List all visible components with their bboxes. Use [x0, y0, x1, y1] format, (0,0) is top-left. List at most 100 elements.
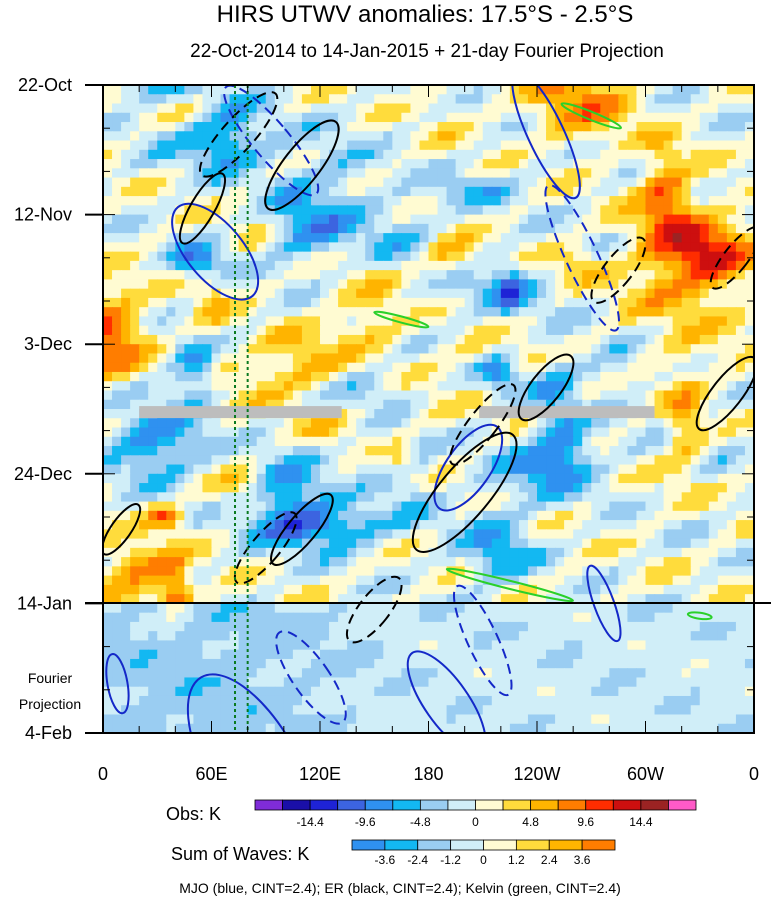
field-cell — [491, 103, 502, 114]
field-cell — [726, 649, 737, 660]
field-cell — [555, 501, 565, 512]
field-cell — [735, 223, 746, 234]
field-cell — [247, 270, 258, 280]
field-cell — [184, 510, 195, 521]
field-cell — [139, 705, 149, 716]
field-cell — [546, 557, 556, 567]
field-cell — [130, 409, 140, 419]
field-cell — [121, 242, 131, 253]
field-cell — [193, 112, 204, 123]
field-cell — [482, 399, 493, 410]
field-cell — [202, 649, 213, 660]
field-cell — [103, 621, 113, 632]
field-cell — [708, 122, 719, 132]
field-cell — [365, 427, 375, 438]
field-cell — [464, 242, 475, 253]
field-cell — [717, 455, 728, 466]
field-cell — [329, 381, 339, 392]
field-cell — [202, 186, 213, 197]
field-cell — [193, 492, 204, 503]
field-cell — [292, 103, 303, 114]
field-cell — [690, 409, 701, 419]
field-cell — [157, 705, 167, 716]
field-cell — [428, 631, 439, 642]
field-cell — [473, 584, 484, 595]
field-cell — [320, 418, 330, 429]
field-cell — [184, 547, 195, 558]
field-cell — [654, 399, 665, 410]
field-cell — [310, 557, 321, 567]
field-cell — [500, 446, 511, 456]
field-cell — [184, 390, 195, 401]
field-cell — [383, 390, 393, 401]
field-cell — [428, 186, 439, 197]
field-cell — [338, 492, 348, 503]
field-cell — [428, 140, 439, 151]
field-cell — [175, 658, 185, 669]
field-cell — [654, 510, 665, 521]
field-cell — [518, 381, 529, 392]
field-cell — [726, 353, 737, 364]
field-cell — [365, 140, 375, 151]
field-cell — [238, 270, 249, 280]
field-cell — [428, 242, 439, 253]
field-cell — [609, 85, 619, 95]
field-cell — [283, 603, 294, 614]
field-cell — [672, 279, 683, 290]
field-cell — [717, 640, 728, 651]
field-cell — [428, 112, 439, 123]
field-cell — [310, 177, 321, 188]
field-cell — [329, 223, 339, 234]
field-cell — [654, 390, 665, 401]
field-cell — [401, 501, 412, 512]
field-cell — [681, 520, 692, 530]
field-cell — [112, 529, 122, 540]
field-cell — [446, 483, 457, 493]
field-cell — [283, 168, 294, 179]
field-cell — [184, 214, 195, 225]
field-cell — [681, 112, 692, 123]
field-cell — [238, 381, 249, 392]
field-cell — [139, 103, 149, 114]
field-cell — [582, 353, 592, 364]
field-cell — [301, 140, 312, 151]
field-cell — [157, 279, 167, 290]
field-cell — [419, 427, 430, 438]
field-cell — [419, 159, 430, 169]
field-cell — [726, 307, 737, 318]
field-cell — [184, 297, 195, 308]
field-cell — [618, 242, 629, 253]
field-cell — [130, 205, 140, 216]
field-cell — [482, 159, 493, 169]
field-cell — [627, 483, 638, 493]
field-cell — [744, 631, 754, 642]
field-cell — [473, 677, 484, 688]
field-cell — [103, 631, 113, 642]
field-cell — [699, 658, 710, 669]
field-cell — [446, 196, 457, 206]
field-cell — [292, 297, 303, 308]
field-cell — [392, 371, 402, 382]
field-cell — [428, 501, 439, 512]
field-cell — [509, 621, 520, 632]
field-cell — [229, 270, 240, 280]
field-cell — [157, 649, 167, 660]
field-cell — [573, 649, 583, 660]
field-cell — [166, 520, 176, 530]
field-cell — [546, 640, 556, 651]
field-cell — [717, 122, 728, 132]
field-cell — [708, 557, 719, 567]
field-cell — [600, 168, 610, 179]
field-cell — [392, 94, 402, 105]
field-cell — [392, 658, 402, 669]
field-cell — [428, 705, 439, 716]
field-cell — [175, 177, 185, 188]
field-cell — [374, 94, 384, 105]
field-cell — [121, 371, 131, 382]
field-cell — [717, 381, 728, 392]
field-cell — [708, 371, 719, 382]
field-cell — [726, 640, 737, 651]
field-cell — [699, 112, 710, 123]
field-cell — [491, 714, 502, 725]
field-cell — [591, 297, 601, 308]
